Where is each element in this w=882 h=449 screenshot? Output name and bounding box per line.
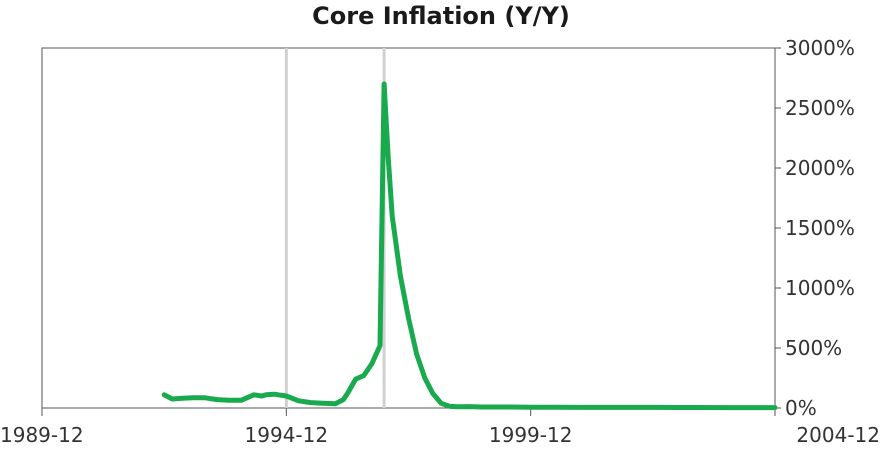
y-tick-label: 0% <box>785 396 817 420</box>
y-tick-label: 1000% <box>785 276 855 300</box>
event-lines <box>284 48 386 408</box>
chart-title: Core Inflation (Y/Y) <box>312 2 570 30</box>
y-tick-label: 3000% <box>785 36 855 60</box>
y-tick-label: 500% <box>785 336 842 360</box>
x-tick-label: 1999-12 <box>489 423 573 447</box>
x-tick-label: 1989-12 <box>0 423 84 447</box>
plot-frame <box>41 47 776 409</box>
series-group <box>161 81 778 411</box>
x-axis-ticks: 1989-12 1994-12 1999-12 2004-12 <box>0 408 880 447</box>
x-tick-label: 2004-12 <box>796 423 880 447</box>
y-tick-label: 2500% <box>785 96 855 120</box>
y-tick-label: 2000% <box>785 156 855 180</box>
y-axis-ticks: 0% 500% 1000% 1500% 2000% 2500% 3000% <box>775 36 855 420</box>
series-line-1 <box>161 81 778 411</box>
x-tick-label: 1994-12 <box>245 423 329 447</box>
y-tick-label: 1500% <box>785 216 855 240</box>
